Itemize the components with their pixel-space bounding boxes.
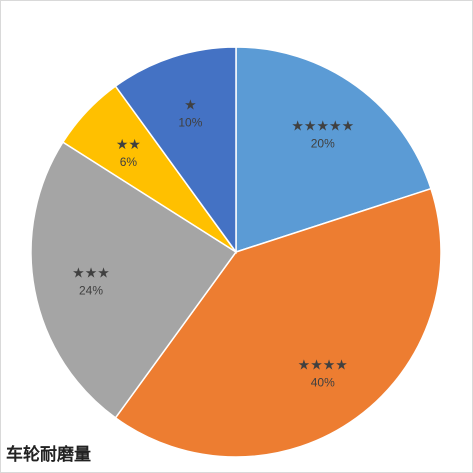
slice-label-1: ★★★★★ xyxy=(291,119,354,135)
slice-percent-1: 20% xyxy=(311,137,335,151)
slice-percent-5: 10% xyxy=(178,116,202,130)
slice-label-2: ★★★★ xyxy=(298,357,348,373)
slice-percent-4: 6% xyxy=(120,155,138,169)
slice-label-5: ★ xyxy=(184,98,197,114)
pie-slice-5 xyxy=(114,46,237,255)
slice-percent-3: 24% xyxy=(79,284,103,298)
pie-slice-3 xyxy=(30,141,238,419)
slice-percent-2: 40% xyxy=(311,375,335,389)
pie-slice-1 xyxy=(235,46,432,254)
slice-label-3: ★★★ xyxy=(72,266,110,282)
pie-slice-2 xyxy=(114,187,442,458)
chart-caption: 车轮耐磨量 xyxy=(6,445,91,465)
slice-label-4: ★★ xyxy=(116,137,141,153)
